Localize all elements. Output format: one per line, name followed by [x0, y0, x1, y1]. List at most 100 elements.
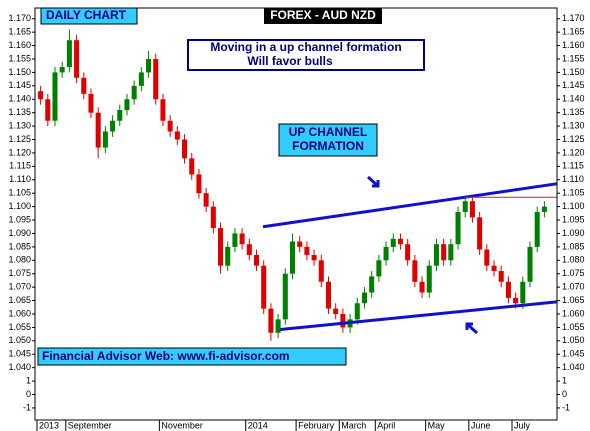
candle-body	[325, 281, 332, 309]
y-tick-label: 1.165	[562, 27, 585, 37]
candle-body	[110, 120, 116, 132]
candle-body	[333, 308, 339, 314]
y-tick-label: 1.085	[8, 241, 31, 251]
candle-body	[203, 193, 209, 207]
x-tick-label: April	[377, 420, 395, 430]
y-tick-label: 1.045	[562, 349, 585, 359]
y-tick-label: 1.105	[562, 188, 585, 198]
y-tick-label: 1	[26, 375, 31, 385]
chart-label: DAILY CHART	[46, 8, 127, 22]
candle-body	[239, 233, 245, 245]
annotation: Moving in a up channel formation	[210, 40, 401, 54]
y-tick-label: 1.080	[8, 255, 31, 265]
y-tick-label: 1.115	[562, 161, 584, 171]
y-tick-label: 1.130	[562, 120, 585, 130]
y-tick-label: 1.090	[562, 228, 585, 238]
candle-body	[38, 91, 44, 100]
candle-body	[513, 297, 519, 304]
candle-body	[196, 174, 202, 194]
annotation-box	[278, 123, 378, 157]
candle-body	[45, 99, 51, 121]
y-tick-label: 1.120	[562, 147, 585, 157]
candle-body	[397, 238, 403, 245]
y-tick-label: 1.135	[562, 107, 585, 117]
candle-body	[182, 139, 188, 159]
y-tick-label: 1.060	[562, 308, 585, 318]
chart-title: FOREX - AUD NZD	[270, 8, 376, 22]
candle-body	[246, 244, 252, 255]
y-tick-label: 1.090	[8, 228, 31, 238]
trendline	[280, 300, 557, 332]
candle-body	[146, 58, 152, 73]
y-tick-label: 1.095	[562, 214, 585, 224]
candle-body	[275, 319, 281, 333]
label-box	[40, 7, 138, 25]
marks: 1.170 1.170 1.165 1.165 1.160 1.160 1.155 1.155…	[8, 13, 585, 431]
annotation-box	[187, 39, 425, 71]
candle-body	[318, 260, 324, 282]
candle-body	[376, 260, 382, 277]
y-tick-label: 0	[26, 389, 31, 399]
y-tick-label: 1	[562, 375, 567, 385]
y-tick-label: -1	[562, 402, 570, 412]
y-tick-label: 1.060	[8, 308, 31, 318]
y-tick-label: 1.140	[8, 94, 31, 104]
candle-body	[448, 244, 454, 261]
y-tick-label: 1.150	[562, 67, 585, 77]
y-tick-label: 1.110	[9, 174, 31, 184]
y-tick-label: 1.065	[8, 295, 31, 305]
candle-body	[520, 281, 526, 304]
candle-body	[174, 131, 180, 140]
candle-body	[124, 99, 130, 110]
candle-body	[289, 241, 296, 274]
y-tick-label: 1.050	[8, 335, 31, 345]
y-tick-label: 0	[562, 389, 567, 399]
y-tick-label: 1.125	[562, 134, 585, 144]
candle-body	[527, 246, 533, 282]
candle-body	[160, 99, 166, 121]
y-tick-label: 1.070	[562, 282, 585, 292]
candle-body	[534, 211, 540, 247]
y-tick-label: 1.045	[8, 349, 31, 359]
candle-body	[131, 85, 137, 100]
candle-body	[225, 246, 231, 266]
candle-body	[340, 313, 346, 328]
candle-body	[304, 246, 310, 255]
x-tick-label: May	[428, 420, 446, 430]
candle-body	[354, 303, 360, 320]
candle-body	[167, 120, 173, 132]
x-tick-label: March	[341, 420, 366, 430]
y-tick-label: 1.085	[562, 241, 585, 251]
y-tick-label: 1.140	[562, 94, 585, 104]
annotation: Will favor bulls	[247, 54, 333, 68]
trendline	[262, 182, 557, 229]
y-tick-label: 1.165	[8, 27, 31, 37]
footer: Financial Advisor Web: www.fi-advisor.co…	[42, 349, 290, 363]
candle-body	[498, 271, 504, 282]
candle-body	[477, 217, 483, 250]
candle-body	[383, 246, 389, 261]
x-tick-label: February	[298, 420, 335, 430]
candle-body	[102, 131, 108, 148]
x-tick-label: 2014	[248, 420, 268, 430]
y-tick-label: 1.070	[8, 282, 31, 292]
y-tick-label: 1.135	[8, 107, 31, 117]
candle-body	[412, 260, 418, 282]
y-tick-label: -1	[23, 402, 31, 412]
y-tick-label: 1.155	[8, 53, 31, 63]
annotation: UP CHANNEL	[289, 125, 367, 139]
y-tick-label: 1.125	[8, 134, 31, 144]
x-tick-label: 2013	[39, 420, 59, 430]
x-tick-label: November	[161, 420, 203, 430]
y-tick-label: 1.145	[562, 80, 585, 90]
y-tick-label: 1.145	[8, 80, 31, 90]
candle-body	[59, 67, 65, 73]
candle-body	[462, 201, 468, 212]
y-tick-label: 1.170	[8, 13, 31, 23]
candle-body	[138, 72, 144, 86]
footer-box	[37, 347, 347, 366]
y-tick-label: 1.065	[562, 295, 585, 305]
title-box	[264, 8, 382, 24]
candle-body	[66, 40, 72, 68]
